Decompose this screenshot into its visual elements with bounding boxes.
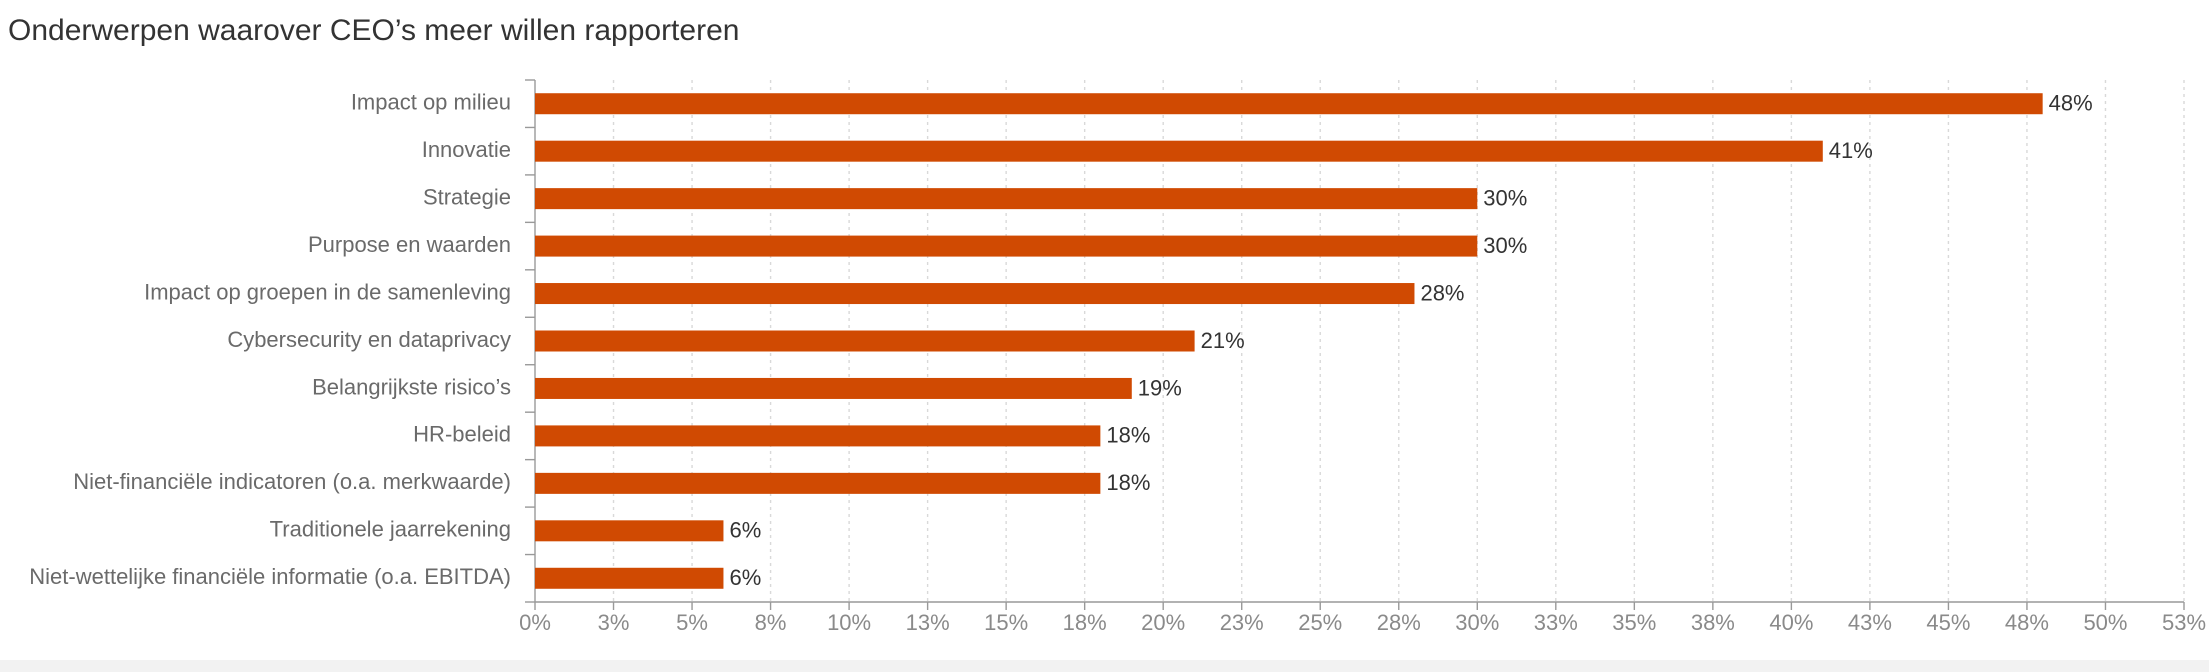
x-tick-label: 0% <box>519 610 551 635</box>
x-tick-label: 20% <box>1141 610 1185 635</box>
category-label: Niet-wettelijke financiële informatie (o… <box>29 564 511 589</box>
x-tick-label: 5% <box>676 610 708 635</box>
x-tick-label: 13% <box>906 610 950 635</box>
bar <box>535 283 1415 305</box>
bar <box>535 520 724 542</box>
bar <box>535 235 1478 257</box>
value-label: 28% <box>1420 280 1464 305</box>
value-label: 30% <box>1483 185 1527 210</box>
value-label: 19% <box>1138 375 1182 400</box>
x-tick-label: 28% <box>1377 610 1421 635</box>
category-label: HR-beleid <box>413 422 511 447</box>
x-tick-label: 43% <box>1848 610 1892 635</box>
category-label: Cybersecurity en dataprivacy <box>227 327 511 352</box>
category-label: Impact op milieu <box>351 90 511 115</box>
category-label: Purpose en waarden <box>308 232 511 257</box>
category-label: Innovatie <box>422 137 511 162</box>
bar <box>535 140 1823 162</box>
x-tick-label: 30% <box>1455 610 1499 635</box>
bar <box>535 425 1101 447</box>
value-label: 21% <box>1201 328 1245 353</box>
x-tick-label: 25% <box>1298 610 1342 635</box>
x-tick-label: 35% <box>1612 610 1656 635</box>
value-label: 48% <box>2049 91 2093 116</box>
x-tick-label: 33% <box>1534 610 1578 635</box>
category-label: Niet-financiële indicatoren (o.a. merkwa… <box>73 469 511 494</box>
bar <box>535 188 1478 210</box>
x-tick-label: 45% <box>1926 610 1970 635</box>
x-tick-label: 8% <box>755 610 787 635</box>
bar <box>535 472 1101 494</box>
value-label: 6% <box>729 565 761 590</box>
x-tick-label: 18% <box>1063 610 1107 635</box>
value-label: 41% <box>1829 138 1873 163</box>
x-tick-label: 3% <box>598 610 630 635</box>
value-label: 6% <box>729 518 761 543</box>
category-label: Strategie <box>423 184 511 209</box>
x-tick-label: 10% <box>827 610 871 635</box>
category-label: Traditionele jaarrekening <box>270 517 511 542</box>
bar <box>535 567 724 589</box>
bar <box>535 330 1195 352</box>
x-tick-label: 15% <box>984 610 1028 635</box>
value-label: 18% <box>1106 423 1150 448</box>
x-tick-label: 40% <box>1769 610 1813 635</box>
value-label: 18% <box>1106 470 1150 495</box>
bar <box>535 377 1132 399</box>
x-tick-label: 50% <box>2083 610 2127 635</box>
chart-title: Onderwerpen waarover CEO’s meer willen r… <box>8 14 739 47</box>
x-tick-label: 38% <box>1691 610 1735 635</box>
x-tick-label: 48% <box>2005 610 2049 635</box>
x-tick-label: 23% <box>1220 610 1264 635</box>
bar <box>535 93 2043 115</box>
category-label: Belangrijkste risico’s <box>312 374 511 399</box>
x-tick-label: 53% <box>2162 610 2206 635</box>
value-label: 30% <box>1483 233 1527 258</box>
category-label: Impact op groepen in de samenleving <box>144 279 511 304</box>
